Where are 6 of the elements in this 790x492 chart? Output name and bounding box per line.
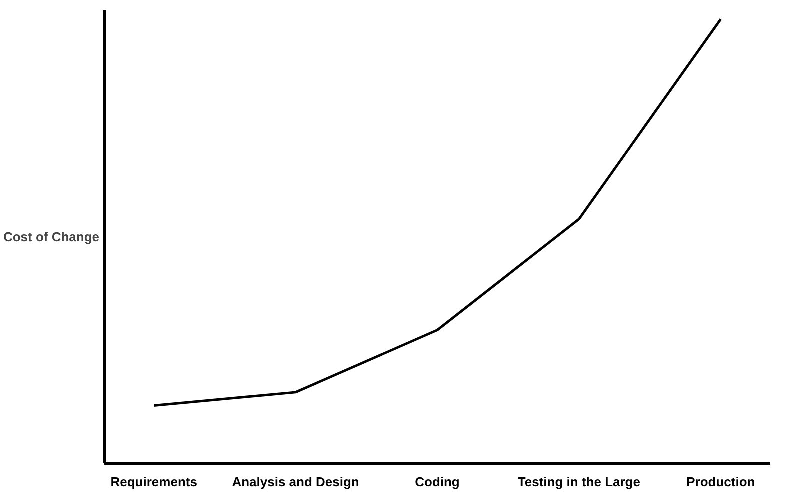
x-tick-label: Production <box>686 474 756 490</box>
x-tick-label: Coding <box>415 474 460 490</box>
x-tick-label: Analysis and Design <box>232 474 360 490</box>
y-axis-title: Cost of Change <box>3 230 100 244</box>
x-tick-label: Testing in the Large <box>518 474 640 490</box>
x-tick-label: Requirements <box>110 474 198 490</box>
